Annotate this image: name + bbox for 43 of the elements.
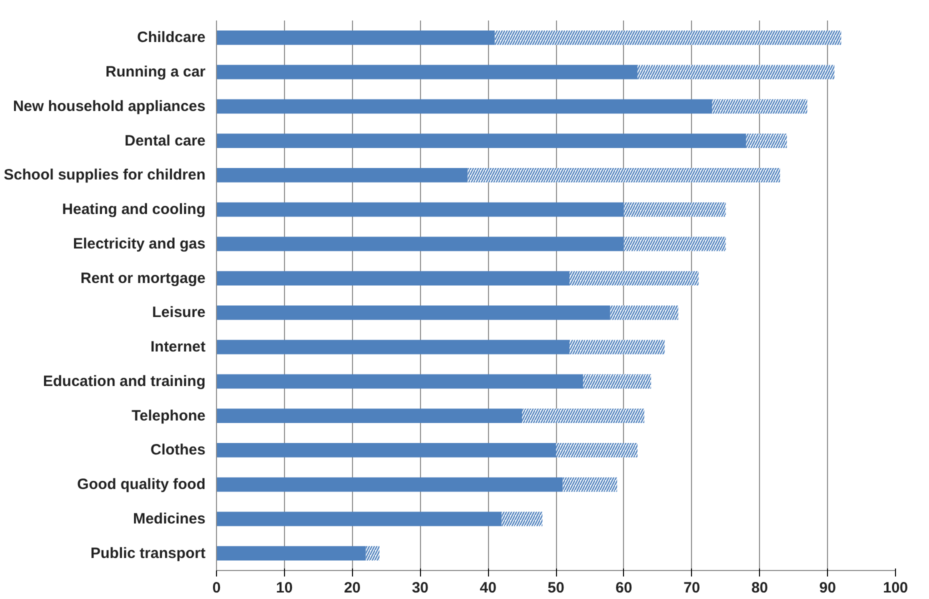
y-tick-label: Electricity and gas: [72, 235, 206, 252]
y-tick-label: Clothes: [150, 442, 206, 459]
x-tick-label: 30: [412, 580, 429, 596]
x-tick-label: 70: [683, 580, 700, 596]
bar: [216, 442, 556, 458]
bar: [216, 546, 366, 561]
bar: [216, 271, 570, 286]
bar: [216, 99, 712, 114]
y-tick-label: Leisure: [152, 304, 206, 322]
y-tick-label: Public transport: [90, 544, 206, 562]
y-tick-label: Rent or mortgage: [80, 270, 206, 287]
bar: [216, 512, 502, 526]
bar: [216, 168, 468, 182]
bar: [216, 374, 584, 389]
y-tick-label: Internet: [150, 338, 206, 356]
y-tick-label: School supplies for children: [4, 166, 206, 184]
y-tick-label: New household appliances: [12, 98, 206, 115]
bar: [216, 134, 746, 148]
bar: [216, 305, 610, 320]
y-tick-label: Education and training: [43, 372, 206, 390]
y-tick-label: Childcare: [137, 29, 206, 46]
y-tick-label: Medicines: [132, 510, 206, 528]
bar: [216, 30, 495, 45]
x-tick-label: 50: [548, 580, 564, 596]
bar: [216, 236, 624, 252]
bar: [216, 340, 570, 354]
y-tick-label: Heating and cooling: [62, 201, 206, 218]
x-tick-label: 20: [344, 580, 361, 596]
bar: [216, 202, 624, 217]
bar: [216, 64, 638, 80]
y-tick-label: Good quality food: [77, 476, 206, 494]
x-tick-label: 60: [616, 580, 632, 596]
x-tick-label: 90: [819, 580, 836, 596]
x-tick-label: 0: [212, 580, 221, 596]
y-tick-label: Running a car: [105, 64, 206, 81]
x-tick-label: 40: [480, 580, 496, 596]
x-tick-label: 10: [276, 580, 293, 596]
y-tick-label: Dental care: [124, 132, 206, 150]
x-tick-label: 80: [751, 580, 768, 596]
bar: [216, 477, 563, 492]
x-tick-label: 100: [882, 580, 908, 596]
bar: [216, 408, 522, 424]
y-tick-label: Telephone: [132, 407, 206, 424]
